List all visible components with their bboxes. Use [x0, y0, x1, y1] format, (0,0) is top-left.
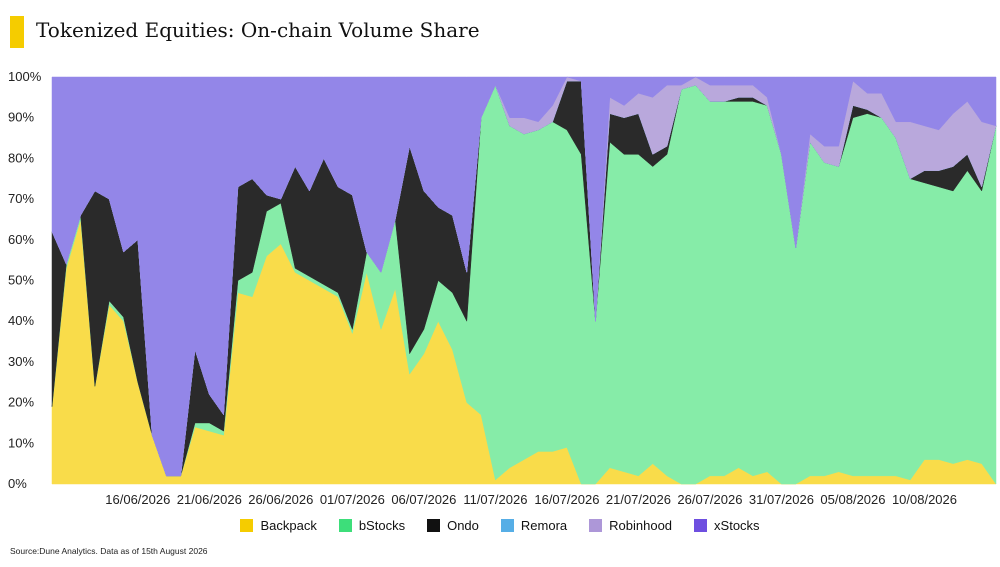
x-tick-label: 01/07/2026	[320, 492, 385, 507]
x-tick-label: 26/06/2026	[248, 492, 313, 507]
legend-label: xStocks	[714, 518, 760, 533]
y-tick-label: 50%	[8, 273, 34, 288]
y-tick-label: 0%	[8, 476, 27, 491]
x-tick-label: 21/06/2026	[177, 492, 242, 507]
title-accent-bar	[10, 16, 24, 48]
plot-areas	[51, 76, 997, 485]
legend-item-robinhood: Robinhood	[589, 518, 672, 533]
x-tick-label: 10/08/2026	[892, 492, 957, 507]
legend-swatch	[338, 519, 352, 532]
x-tick-label: 26/07/2026	[677, 492, 742, 507]
legend-item-backpack: Backpack	[240, 518, 317, 533]
legend-label: Backpack	[260, 518, 317, 533]
source-note: Source:Dune Analytics. Data as of 15th A…	[10, 546, 208, 556]
x-tick-label: 11/07/2026	[463, 492, 527, 507]
y-tick-label: 40%	[8, 313, 34, 328]
y-tick-label: 100%	[8, 69, 42, 84]
x-tick-label: 05/08/2026	[820, 492, 885, 507]
x-tick-label: 16/06/2026	[105, 492, 170, 507]
chart-title: Tokenized Equities: On-chain Volume Shar…	[36, 18, 480, 42]
x-axis: 16/06/2026 21/06/2026 26/06/2026 01/07/2026…	[105, 492, 957, 507]
y-tick-label: 20%	[8, 395, 34, 410]
y-tick-label: 30%	[8, 354, 34, 369]
legend-swatch	[694, 519, 708, 532]
legend-item-xstocks: xStocks	[694, 518, 760, 533]
y-tick-label: 10%	[8, 435, 34, 450]
x-tick-label: 16/07/2026	[534, 492, 599, 507]
legend-item-bstocks: bStocks	[338, 518, 406, 533]
y-tick-label: 80%	[8, 150, 34, 165]
legend-swatch	[427, 519, 441, 532]
legend-swatch	[240, 519, 254, 532]
legend-item-ondo: Ondo	[427, 518, 479, 533]
legend-label: Ondo	[447, 518, 479, 533]
y-tick-label: 60%	[8, 232, 34, 247]
y-tick-label: 70%	[8, 191, 34, 206]
legend: Backpack bStocks Ondo Remora Robinhood xStock…	[0, 518, 1000, 533]
legend-swatch	[589, 519, 603, 532]
area-xstocks	[51, 76, 997, 477]
legend-label: Robinhood	[609, 518, 673, 533]
x-tick-label: 31/07/2026	[749, 492, 814, 507]
legend-label: Remora	[520, 518, 568, 533]
y-axis: 0% 10% 20% 30% 40% 50% 60% 70% 80% 90% 100%	[8, 69, 42, 491]
x-tick-label: 06/07/2026	[391, 492, 456, 507]
legend-item-remora: Remora	[500, 518, 568, 533]
legend-label: bStocks	[358, 518, 406, 533]
legend-swatch	[500, 519, 514, 532]
x-tick-label: 21/07/2026	[606, 492, 671, 507]
y-tick-label: 90%	[8, 110, 34, 125]
